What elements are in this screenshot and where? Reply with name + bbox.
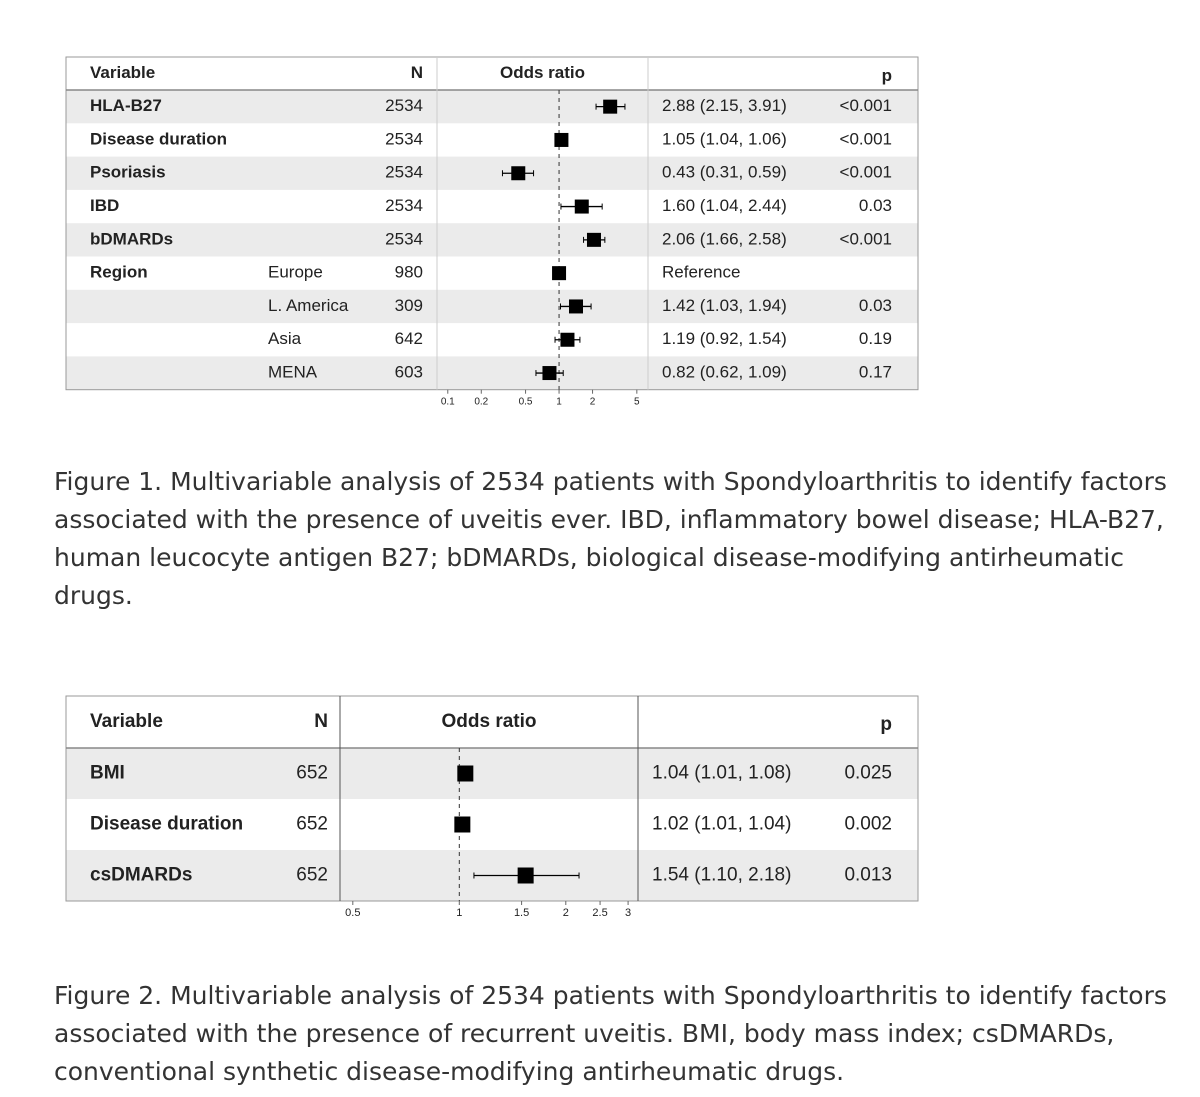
n: 2534 — [385, 129, 423, 148]
p-value: <0.001 — [840, 96, 892, 115]
n: 603 — [395, 363, 423, 382]
estimate — [457, 765, 474, 782]
variable: HLA-B27 — [90, 96, 162, 115]
table-border — [65, 56, 919, 391]
odds-ratio-label: Reference — [662, 263, 740, 282]
n: 980 — [395, 263, 423, 282]
odds-ratio-label: 1.60 (1.04, 2.44) — [662, 196, 787, 215]
header: Variable — [90, 711, 163, 732]
x-tick-label: 1 — [456, 907, 462, 919]
p-value: <0.001 — [840, 229, 892, 248]
estimate — [569, 299, 584, 314]
variable: BMI — [90, 763, 125, 784]
variable: bDMARDs — [90, 229, 173, 248]
odds-ratio-label: 2.88 (2.15, 3.91) — [662, 96, 787, 115]
estimate — [517, 867, 534, 884]
odds-ratio-label: 0.82 (0.62, 1.09) — [662, 363, 787, 382]
row-stripe — [66, 748, 918, 799]
odds-ratio-label: 1.02 (1.01, 1.04) — [652, 814, 791, 835]
estimate — [603, 99, 618, 114]
x-tick-label: 0.5 — [345, 907, 360, 919]
p-value: 0.025 — [844, 763, 892, 784]
subgroup: MENA — [268, 363, 318, 382]
p-value: 0.19 — [859, 329, 892, 348]
n: 2534 — [385, 163, 423, 182]
x-tick-label: 3 — [625, 907, 631, 919]
x-tick-label: 0.1 — [441, 396, 455, 407]
row-stripe — [66, 223, 918, 257]
subgroup: Europe — [268, 263, 323, 282]
caption: Figure 2. Multivariable analysis of 2534… — [54, 981, 1167, 1086]
n: 2534 — [385, 96, 423, 115]
subgroup: L. America — [268, 296, 349, 315]
row-stripe — [66, 156, 918, 190]
odds-ratio-label: 1.04 (1.01, 1.08) — [652, 763, 791, 784]
odds-ratio-label: 2.06 (1.66, 2.58) — [662, 229, 787, 248]
x-tick-label: 2 — [563, 907, 569, 919]
header: N — [314, 711, 328, 732]
header: Odds ratio — [441, 711, 536, 732]
odds-ratio-label: 0.43 (0.31, 0.59) — [662, 163, 787, 182]
x-tick-label: 1 — [556, 396, 562, 407]
p-value: 0.17 — [859, 363, 892, 382]
header: Variable — [90, 63, 155, 82]
row-stripe — [66, 289, 918, 324]
p-value: 0.03 — [859, 296, 892, 315]
variable: Psoriasis — [90, 163, 166, 182]
row-stripe — [66, 356, 918, 390]
variable: Disease duration — [90, 129, 227, 148]
header: p — [880, 714, 892, 735]
n: 309 — [395, 296, 423, 315]
variable: Disease duration — [90, 814, 243, 835]
estimate — [511, 166, 526, 181]
n: 652 — [296, 814, 328, 835]
variable: IBD — [90, 196, 119, 215]
p-value: <0.001 — [840, 163, 892, 182]
x-tick-label: 5 — [634, 396, 640, 407]
x-tick-label: 2 — [590, 396, 596, 407]
p-value: 0.03 — [859, 196, 892, 215]
odds-ratio-label: 1.42 (1.03, 1.94) — [662, 296, 787, 315]
caption: Figure 1. Multivariable analysis of 2534… — [54, 467, 1167, 610]
header: N — [411, 63, 423, 82]
odds-ratio-label: 1.05 (1.04, 1.06) — [662, 129, 787, 148]
n: 2534 — [385, 229, 423, 248]
row-stripe — [66, 90, 918, 124]
n: 652 — [296, 865, 328, 886]
n: 652 — [296, 763, 328, 784]
p-value: 0.002 — [844, 814, 892, 835]
estimate — [554, 132, 569, 147]
subgroup: Asia — [268, 329, 302, 348]
p-value: <0.001 — [840, 129, 892, 148]
x-tick-label: 0.2 — [474, 396, 488, 407]
n: 642 — [395, 329, 423, 348]
x-tick-label: 1.5 — [514, 907, 529, 919]
header: Odds ratio — [500, 63, 585, 82]
estimate — [542, 366, 557, 381]
odds-ratio-label: 1.19 (0.92, 1.54) — [662, 329, 787, 348]
estimate — [574, 199, 589, 214]
variable: Region — [90, 263, 148, 282]
variable: csDMARDs — [90, 865, 192, 886]
p-value: 0.013 — [844, 865, 892, 886]
x-tick-label: 0.5 — [519, 396, 533, 407]
odds-ratio-label: 1.54 (1.10, 2.18) — [652, 865, 791, 886]
estimate — [454, 816, 471, 833]
table-border — [65, 695, 919, 902]
n: 2534 — [385, 196, 423, 215]
header: p — [882, 66, 892, 85]
x-tick-label: 2.5 — [592, 907, 607, 919]
estimate — [560, 332, 575, 347]
estimate — [552, 266, 567, 281]
estimate — [586, 232, 601, 247]
